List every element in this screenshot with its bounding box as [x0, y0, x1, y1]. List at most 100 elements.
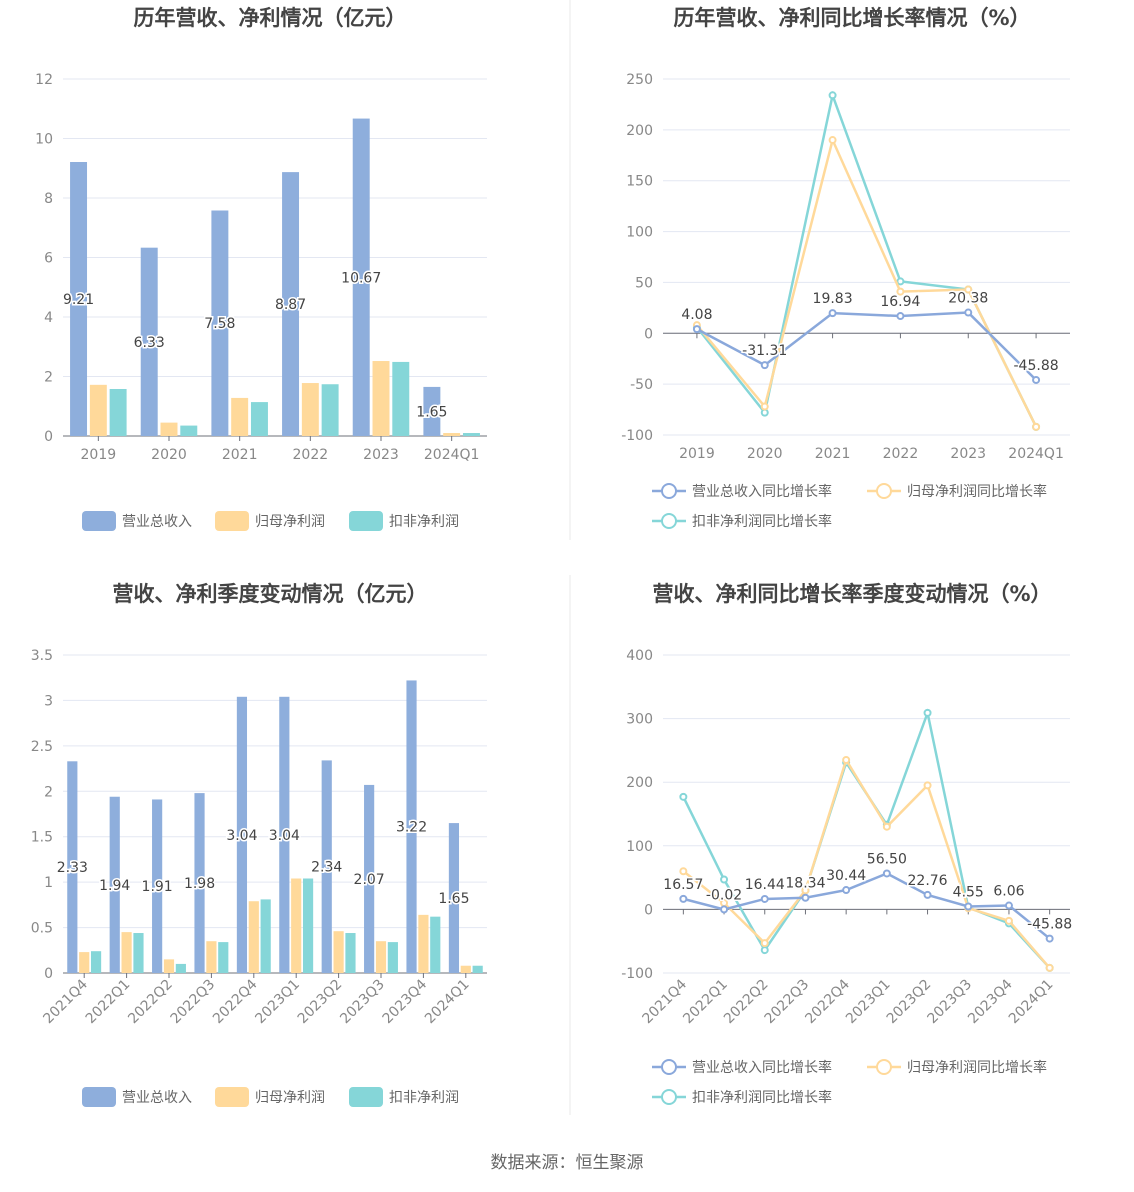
line-series-3	[682, 708, 1051, 969]
point	[760, 408, 769, 417]
bar-2	[460, 965, 471, 973]
bar-2	[248, 901, 259, 973]
legend-item-3[interactable]: 扣非净利润同比增长率	[652, 1089, 832, 1106]
bar-2	[206, 941, 217, 973]
legend-marker[interactable]	[661, 1059, 677, 1075]
y-tick-label: 2	[44, 784, 53, 800]
legend-item-2[interactable]: 归母净利润	[215, 511, 325, 531]
legend-marker[interactable]	[876, 483, 892, 499]
legend-label[interactable]: 扣非净利润	[389, 514, 459, 530]
legend-item-3[interactable]: 扣非净利润同比增长率	[652, 513, 832, 530]
legend-item-2[interactable]: 归母净利润	[215, 1087, 325, 1107]
x-tick-label: 2023Q3	[924, 977, 975, 1028]
x-tick-label: 2021Q4	[40, 976, 91, 1027]
x-tick-label: 2020	[151, 447, 187, 463]
point	[760, 939, 769, 948]
point	[720, 905, 729, 914]
legend-label[interactable]: 营业总收入	[122, 1090, 192, 1106]
legend-label[interactable]: 归母净利润同比增长率	[907, 483, 1047, 500]
legend-item-1[interactable]: 营业总收入同比增长率	[652, 1059, 832, 1076]
legend-swatch[interactable]	[82, 511, 116, 531]
x-tick-label: 2021	[222, 447, 258, 463]
legend-marker[interactable]	[661, 513, 677, 529]
x-tick-label: 2022Q2	[125, 977, 176, 1028]
legend-item-1[interactable]: 营业总收入	[82, 1087, 192, 1107]
point	[720, 875, 729, 884]
y-tick-label: 300	[626, 712, 653, 728]
point	[679, 867, 688, 876]
legend-swatch[interactable]	[349, 1087, 383, 1107]
x-tick-label: 2022Q1	[83, 977, 134, 1028]
x-tick-label: 2023Q2	[295, 977, 346, 1028]
y-tick-label: 0	[644, 326, 653, 342]
legend-label[interactable]: 营业总收入同比增长率	[692, 483, 832, 500]
bar-2	[160, 422, 178, 436]
x-tick-label: 2024Q1	[422, 977, 473, 1028]
bar-3	[392, 361, 410, 436]
point	[828, 136, 837, 145]
y-tick-label: 12	[35, 72, 53, 88]
legend-label[interactable]: 扣非净利润同比增长率	[692, 513, 832, 530]
line-series-1	[696, 311, 1037, 381]
y-tick-label: 6	[44, 251, 53, 267]
x-tick-label: 2023Q4	[380, 976, 431, 1027]
legend-label[interactable]: 归母净利润	[255, 513, 325, 530]
legend-item-3[interactable]: 扣非净利润	[349, 511, 459, 531]
legend-label[interactable]: 营业总收入同比增长率	[692, 1059, 832, 1076]
y-tick-label: 1.5	[31, 830, 53, 846]
legend-label[interactable]: 归母净利润	[255, 1089, 325, 1106]
y-tick-label: -100	[621, 966, 653, 982]
legend-marker[interactable]	[661, 483, 677, 499]
data-label: 16.44	[745, 877, 785, 893]
legend-marker[interactable]	[661, 1089, 677, 1105]
legend-swatch[interactable]	[215, 511, 249, 531]
data-label: 6.06	[993, 884, 1024, 900]
point	[923, 781, 932, 790]
legend-marker[interactable]	[876, 1059, 892, 1075]
point	[1004, 916, 1013, 925]
bar-3	[430, 916, 441, 973]
point	[882, 822, 891, 831]
point	[964, 308, 973, 317]
data-label: 3.04	[226, 828, 257, 844]
legend-swatch[interactable]	[349, 511, 383, 531]
legend-label[interactable]: 扣非净利润同比增长率	[692, 1089, 832, 1106]
legend-item-3[interactable]: 扣非净利润	[349, 1087, 459, 1107]
bar-3	[321, 384, 339, 436]
x-tick-label: 2022Q3	[762, 977, 813, 1028]
x-tick-label: 2024Q1	[1008, 446, 1064, 462]
data-label: 2.33	[57, 860, 88, 876]
y-tick-label: 0.5	[31, 921, 53, 937]
bar-3	[260, 899, 271, 973]
bar-3	[180, 425, 198, 436]
data-label: 30.44	[826, 868, 866, 884]
data-label: 1.91	[142, 879, 173, 895]
x-tick-label: 2022Q4	[210, 976, 261, 1027]
legend-swatch[interactable]	[215, 1087, 249, 1107]
bar-1	[152, 799, 163, 973]
bar-3	[387, 942, 398, 973]
data-label: 8.87	[275, 297, 306, 313]
x-tick-label: 2023Q2	[884, 977, 935, 1028]
bar-1	[406, 680, 417, 973]
y-tick-label: -50	[630, 377, 653, 393]
data-label: 9.21	[63, 292, 94, 308]
point	[896, 287, 905, 296]
legend-label[interactable]: 归母净利润同比增长率	[907, 1059, 1047, 1076]
bar-2	[121, 932, 132, 973]
data-label: -31.31	[742, 343, 787, 359]
legend-label[interactable]: 营业总收入	[122, 514, 192, 530]
data-label: 16.57	[663, 877, 703, 893]
point	[1032, 375, 1041, 384]
legend-item-1[interactable]: 营业总收入同比增长率	[652, 483, 832, 500]
chart-title: 营收、净利季度变动情况（亿元）	[113, 582, 428, 606]
legend-item-2[interactable]: 归母净利润同比增长率	[867, 483, 1047, 500]
legend-swatch[interactable]	[82, 1087, 116, 1107]
chart-title: 历年营收、净利同比增长率情况（%）	[673, 6, 1030, 30]
bar-1	[67, 761, 78, 973]
legend-item-2[interactable]: 归母净利润同比增长率	[867, 1059, 1047, 1076]
bar-3	[472, 965, 483, 973]
legend-label[interactable]: 扣非净利润	[389, 1090, 459, 1106]
legend-item-1[interactable]: 营业总收入	[82, 511, 192, 531]
